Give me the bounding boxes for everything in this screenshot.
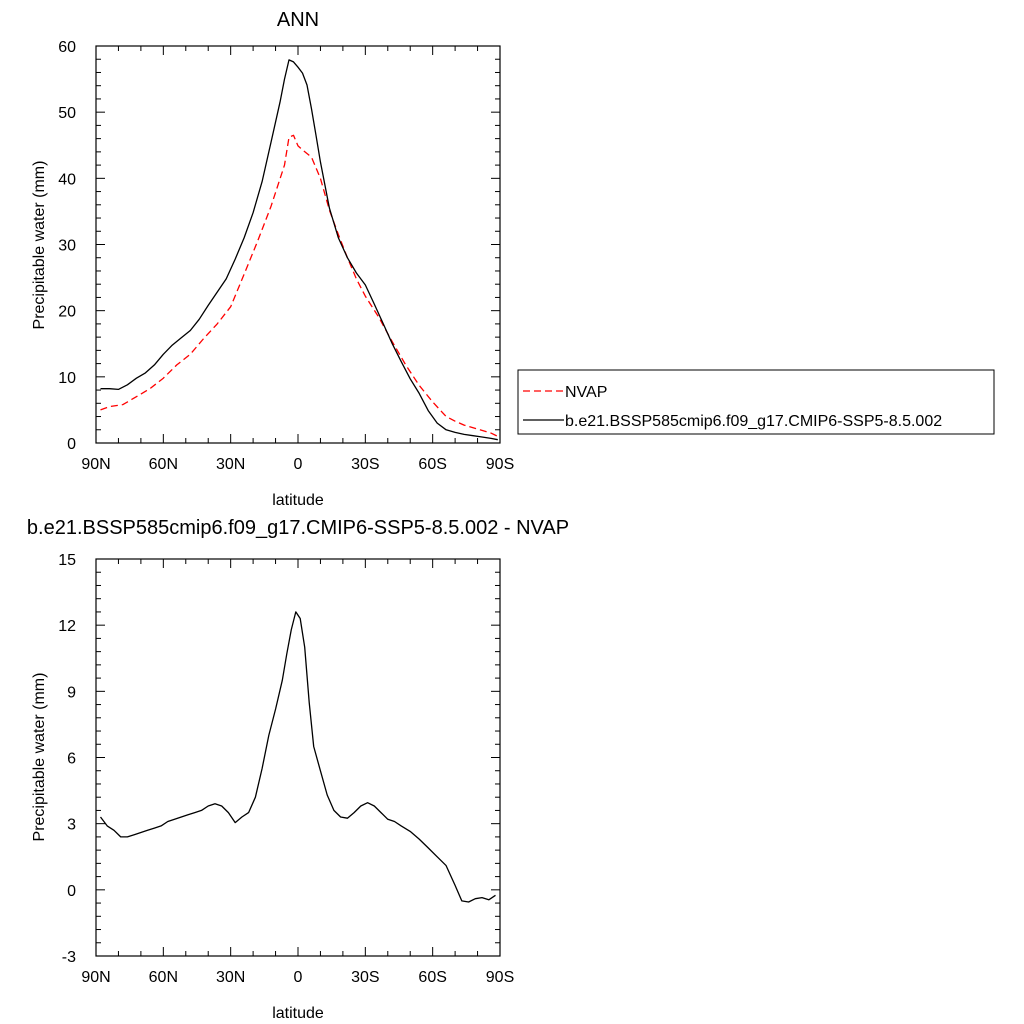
diff-x-tick-label: 30S xyxy=(351,969,379,986)
diff-x-tick-label: 0 xyxy=(294,969,303,986)
diff-y-tick-label: 9 xyxy=(67,684,76,701)
series-line-model xyxy=(100,59,498,441)
diff-x-tick-label: 60N xyxy=(149,969,178,986)
axis-ticks-diff xyxy=(95,558,501,957)
y-tick-label: 0 xyxy=(67,436,76,453)
data-lines xyxy=(100,59,499,441)
x-tick-label: 60S xyxy=(418,456,446,473)
legend: NVAP b.e21.BSSP585cmip6.f09_g17.CMIP6-SS… xyxy=(517,369,995,435)
diff-series-line-difference xyxy=(99,611,496,903)
chart-title: ANN xyxy=(277,9,319,31)
tick-labels-diff: 90N 60N 30N 0 30S 60S 90S -3 0 3 6 9 12 15 xyxy=(58,552,514,986)
plot-frame xyxy=(95,45,501,444)
x-axis-label-diff: latitude xyxy=(272,1005,324,1022)
diff-x-tick-label: 90N xyxy=(81,969,110,986)
y-tick-label: 60 xyxy=(58,39,76,56)
panel-bottom: b.e21.BSSP585cmip6.f09_g17.CMIP6-SSP5-8.… xyxy=(27,517,569,1022)
legend-label-model: b.e21.BSSP585cmip6.f09_g17.CMIP6-SSP5-8.… xyxy=(565,413,942,430)
x-tick-label: 0 xyxy=(294,456,303,473)
legend-label-nvap: NVAP xyxy=(565,384,607,401)
diff-y-tick-label: -3 xyxy=(62,949,76,966)
y-axis-label: Precipitable water (mm) xyxy=(31,161,48,330)
y-tick-label: 50 xyxy=(58,105,76,122)
y-tick-label: 10 xyxy=(58,370,76,387)
x-tick-label: 30S xyxy=(351,456,379,473)
panel-top: ANN 90N 60N 30N 0 30S 60S 90S 0 10 20 30 40 50 60 lat… xyxy=(31,9,514,509)
y-tick-label: 20 xyxy=(58,304,76,321)
x-tick-label: 90S xyxy=(486,456,514,473)
y-axis-label-diff: Precipitable water (mm) xyxy=(31,673,48,842)
diff-y-tick-label: 3 xyxy=(67,817,76,834)
x-tick-label: 30N xyxy=(216,456,245,473)
diff-y-tick-label: 15 xyxy=(58,552,76,569)
diff-x-tick-label: 30N xyxy=(216,969,245,986)
y-tick-label: 30 xyxy=(58,238,76,255)
data-lines-diff xyxy=(99,611,496,903)
chart-title-diff: b.e21.BSSP585cmip6.f09_g17.CMIP6-SSP5-8.… xyxy=(27,517,569,539)
diff-x-tick-label: 60S xyxy=(418,969,446,986)
diff-y-tick-label: 0 xyxy=(67,883,76,900)
series-line-nvap xyxy=(100,134,499,437)
diff-x-tick-label: 90S xyxy=(486,969,514,986)
x-tick-label: 60N xyxy=(149,456,178,473)
x-tick-label: 90N xyxy=(81,456,110,473)
diff-y-tick-label: 6 xyxy=(67,751,76,768)
x-axis-label: latitude xyxy=(272,492,324,509)
legend-box xyxy=(517,369,995,435)
tick-labels: 90N 60N 30N 0 30S 60S 90S 0 10 20 30 40 50 60 xyxy=(58,39,514,473)
plot-frame-diff xyxy=(95,558,501,957)
y-tick-label: 40 xyxy=(58,171,76,188)
diff-y-tick-label: 12 xyxy=(58,618,76,635)
axis-ticks xyxy=(95,45,501,444)
